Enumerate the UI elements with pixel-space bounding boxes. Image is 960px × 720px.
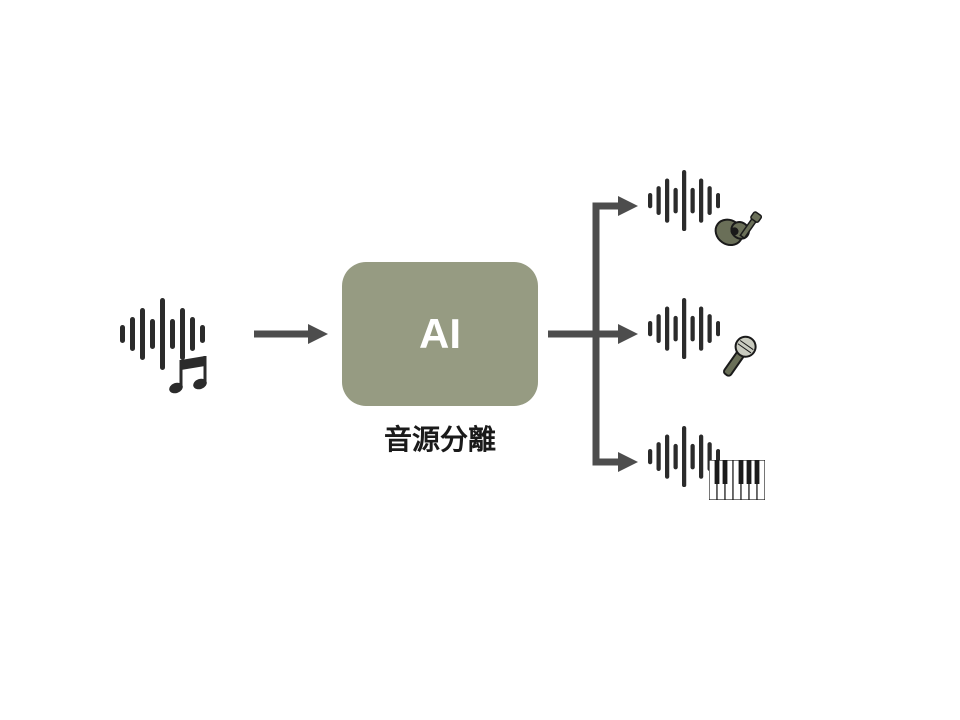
flow-arrows <box>0 0 960 720</box>
diagram-stage: AI 音源分離 <box>0 0 960 720</box>
